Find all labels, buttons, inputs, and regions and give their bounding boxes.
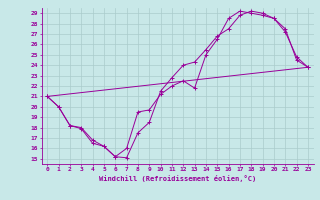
X-axis label: Windchill (Refroidissement éolien,°C): Windchill (Refroidissement éolien,°C) xyxy=(99,175,256,182)
